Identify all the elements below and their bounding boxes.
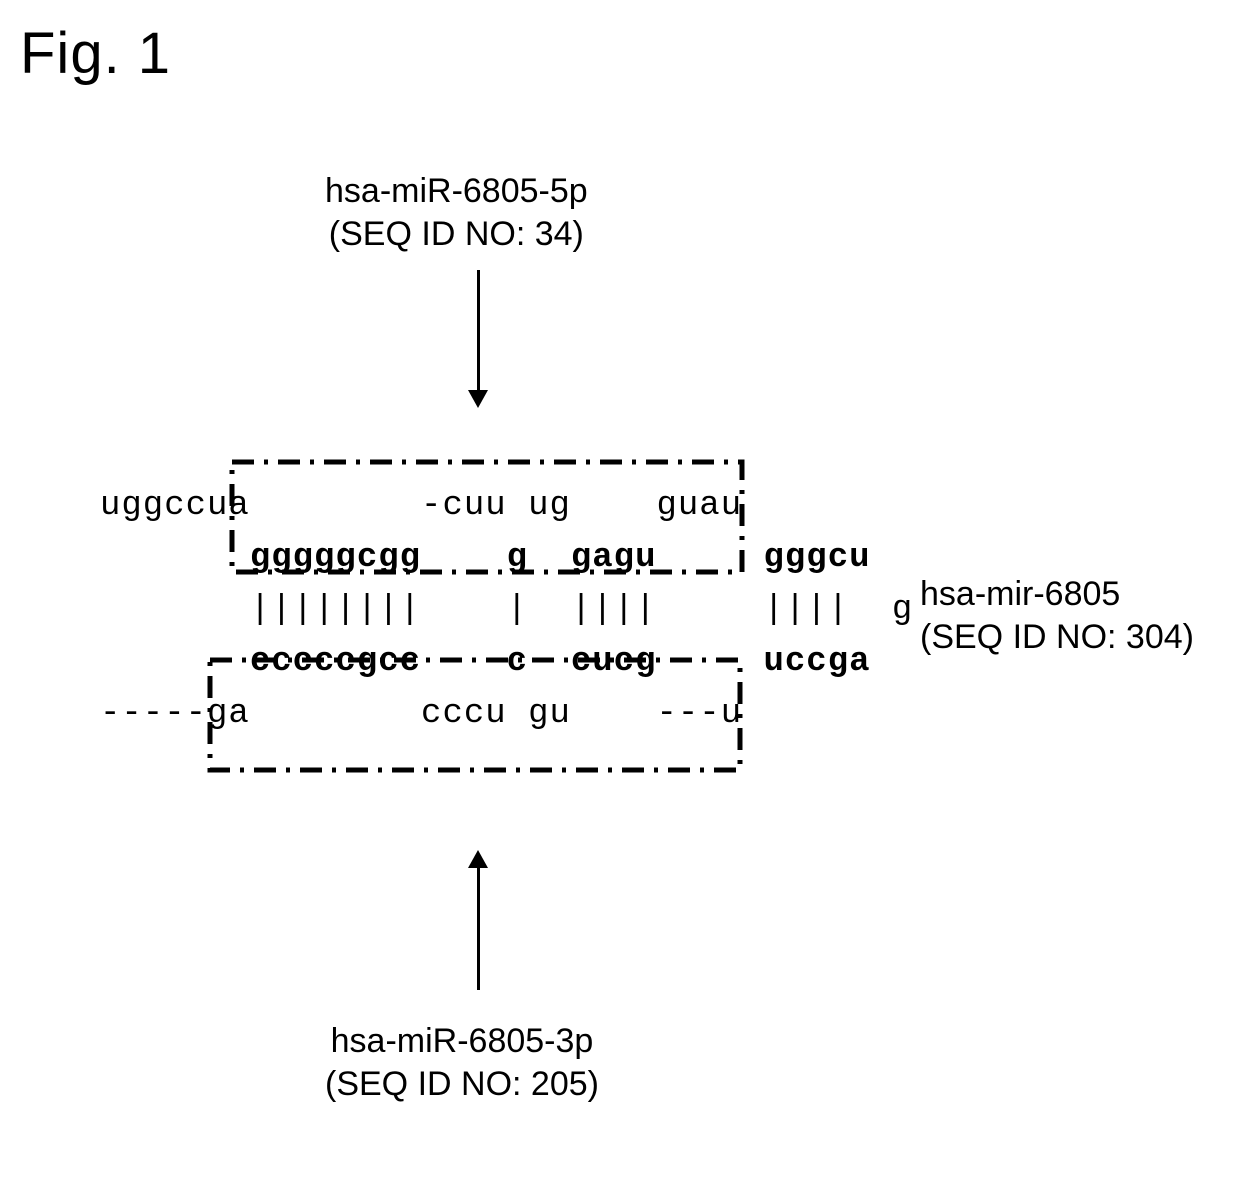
label-3p-seq: (SEQ ID NO: 205) — [325, 1063, 599, 1106]
seq-row-3: |||||||| | |||| |||| g — [100, 584, 913, 636]
seq-row-2: gggggcgg g gagu gggcu — [100, 532, 871, 584]
label-3p: hsa-miR-6805-3p (SEQ ID NO: 205) — [325, 1020, 599, 1105]
seq-row-5: -----ga cccu gu ---u — [100, 688, 742, 740]
label-5p-name: hsa-miR-6805-5p — [325, 170, 588, 213]
label-5p: hsa-miR-6805-5p (SEQ ID NO: 34) — [325, 170, 588, 255]
seq-row-4: cccccgcc c cucg uccga — [100, 636, 871, 688]
arrow-down-shaft — [477, 270, 480, 390]
figure-page: Fig. 1 hsa-miR-6805-5p (SEQ ID NO: 34) u… — [0, 0, 1240, 1188]
label-precursor-name: hsa-mir-6805 — [920, 575, 1120, 614]
figure-title: Fig. 1 — [20, 20, 171, 87]
arrow-down-head — [468, 390, 488, 408]
arrow-up-head — [468, 850, 488, 868]
label-5p-seq: (SEQ ID NO: 34) — [325, 213, 588, 256]
arrow-up-shaft — [477, 868, 480, 990]
label-precursor-seq: (SEQ ID NO: 304) — [920, 618, 1194, 657]
seq-row-1: uggccua -cuu ug guau — [100, 480, 742, 532]
label-3p-name: hsa-miR-6805-3p — [325, 1020, 599, 1063]
